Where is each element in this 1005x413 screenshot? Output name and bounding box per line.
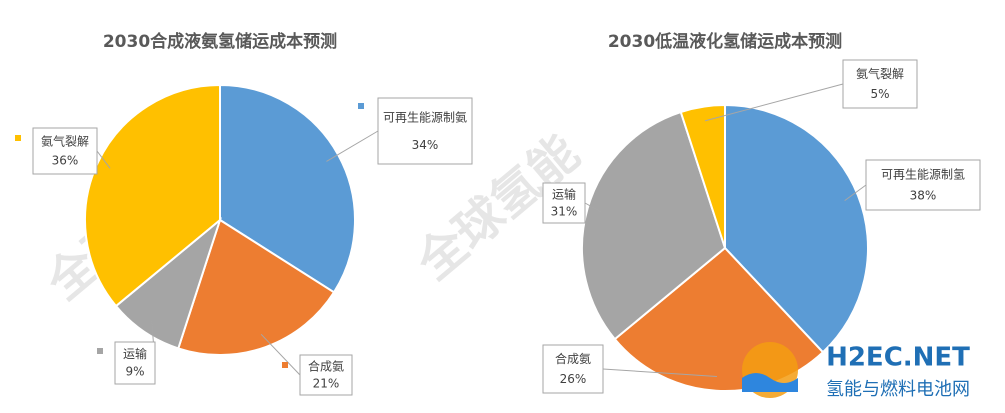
data-label: 5% bbox=[870, 87, 889, 101]
data-label: 34% bbox=[412, 138, 439, 152]
chart-title: 2030合成液氨氢储运成本预测 bbox=[103, 31, 337, 52]
leader-line bbox=[96, 150, 111, 169]
data-label: 36% bbox=[52, 154, 79, 168]
label-box bbox=[32, 127, 98, 175]
data-label: 38% bbox=[910, 189, 937, 203]
data-label-category: 可再生能源制氨 bbox=[383, 110, 467, 124]
label-box bbox=[542, 344, 604, 394]
label-box bbox=[842, 59, 918, 109]
label-key bbox=[358, 103, 364, 109]
leader-line bbox=[260, 333, 301, 376]
data-label: 9% bbox=[125, 365, 144, 379]
logo-subtitle: 氢能与燃料电池网 bbox=[826, 379, 970, 400]
data-label-category: 合成氨 bbox=[555, 351, 591, 366]
data-label: 26% bbox=[560, 372, 587, 386]
data-label-category: 氨气裂解 bbox=[856, 66, 904, 81]
leader-line bbox=[704, 83, 844, 122]
label-key bbox=[282, 362, 288, 368]
label-box bbox=[865, 159, 981, 211]
chart-title: 2030低温液化氢储运成本预测 bbox=[608, 31, 842, 52]
logo: H2EC.NET 氢能与燃料电池网 bbox=[742, 342, 970, 400]
data-label-category: 合成氨 bbox=[308, 359, 344, 374]
leader-line bbox=[326, 130, 379, 162]
label-key bbox=[15, 135, 21, 141]
data-label-category: 氨气裂解 bbox=[41, 133, 89, 148]
leader-line bbox=[584, 202, 602, 213]
leader-line bbox=[844, 184, 867, 202]
logo-title: H2EC.NET bbox=[826, 343, 970, 373]
pie-slice bbox=[679, 103, 726, 249]
pie-slice bbox=[581, 110, 727, 341]
pie-slice bbox=[84, 83, 221, 308]
data-label: 21% bbox=[313, 376, 340, 390]
label-box bbox=[377, 97, 473, 165]
leader-line bbox=[602, 368, 717, 377]
label-box bbox=[114, 341, 156, 385]
data-label-category: 运输 bbox=[552, 187, 576, 202]
label-key bbox=[97, 348, 103, 354]
data-label-category: 可再生能源制氢 bbox=[881, 167, 965, 182]
data-label-category: 运输 bbox=[123, 346, 147, 361]
label-box bbox=[542, 182, 586, 224]
pie-slice bbox=[177, 218, 336, 356]
logo-wave bbox=[742, 373, 798, 392]
pie-slice bbox=[724, 103, 869, 354]
label-box bbox=[299, 354, 353, 396]
data-label: 31% bbox=[551, 204, 578, 218]
